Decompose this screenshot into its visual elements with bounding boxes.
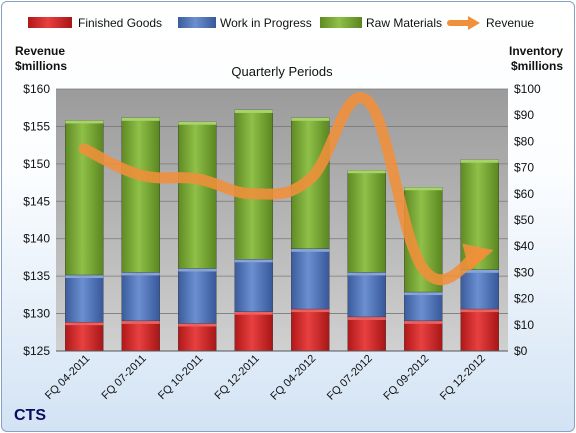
left-tick-label: $155 — [23, 119, 50, 133]
legend-item-revenue: Revenue — [447, 16, 534, 30]
left-tick-label: $150 — [23, 157, 50, 171]
bar-raw-materials — [121, 117, 160, 273]
right-tick-label: $20 — [514, 292, 534, 306]
legend-item-finished-goods: Finished Goods — [28, 16, 162, 30]
left-axis-ticks: $125 $130 $135 $140 $145 $150 $155 $160 — [23, 82, 50, 358]
bar-top-finished-goods — [291, 309, 330, 313]
right-axis-title-line-1: Inventory — [509, 44, 563, 58]
bar-top-finished-goods — [178, 323, 217, 327]
bar-finished-goods — [65, 321, 104, 352]
legend-swatch-work-in-progress — [178, 17, 216, 28]
bar-work-in-progress — [65, 274, 104, 323]
revenue-line-group — [78, 92, 494, 286]
chart-title: Quarterly Periods — [231, 64, 333, 79]
bar-top-work-in-progress — [347, 272, 386, 276]
bar-finished-goods — [460, 308, 499, 352]
company-label: CTS — [14, 407, 46, 424]
revenue-line — [78, 92, 494, 286]
legend-swatch-raw-materials — [320, 17, 362, 28]
bar-top-finished-goods — [404, 320, 443, 324]
bar-work-in-progress — [347, 272, 386, 318]
right-tick-label: $60 — [514, 187, 534, 201]
left-tick-label: $135 — [23, 269, 50, 283]
bar-top-work-in-progress — [65, 275, 104, 279]
bar-top-finished-goods — [460, 309, 499, 313]
left-tick-label: $160 — [23, 82, 50, 96]
bar-raw-materials — [234, 109, 273, 260]
x-tick-label: FQ 04-2012 — [268, 353, 318, 403]
left-tick-label: $140 — [23, 232, 50, 246]
x-tick-label: FQ 10-2011 — [156, 353, 205, 402]
bar-finished-goods — [121, 320, 160, 352]
left-tick-label: $145 — [23, 194, 50, 208]
bar-top-work-in-progress — [291, 248, 330, 252]
bar-finished-goods — [347, 316, 386, 352]
right-axis-ticks: $0 $10 $20 $30 $40 $50 $60 $70 $80 $90 $100 — [514, 82, 541, 358]
bar-top-raw-materials — [460, 159, 499, 163]
left-tick-label: $125 — [23, 344, 50, 358]
legend-item-raw-materials: Raw Materials — [320, 16, 442, 30]
bar-work-in-progress — [404, 291, 443, 322]
legend-swatch-finished-goods — [28, 17, 72, 28]
right-tick-label: $90 — [514, 108, 534, 122]
right-tick-label: $100 — [514, 82, 541, 96]
bar-raw-materials — [178, 121, 217, 269]
x-tick-label: FQ 07-2012 — [325, 353, 375, 403]
bar-top-work-in-progress — [178, 268, 217, 272]
bar-top-raw-materials — [347, 170, 386, 174]
bar-finished-goods — [404, 320, 443, 352]
bar-top-finished-goods — [234, 311, 273, 315]
left-axis-title-line-1: Revenue — [15, 44, 65, 58]
bar-raw-materials — [347, 170, 386, 273]
legend-label-raw-materials: Raw Materials — [366, 16, 442, 30]
bar-top-raw-materials — [65, 120, 104, 124]
bar-work-in-progress — [178, 268, 217, 324]
bar-top-finished-goods — [347, 316, 386, 320]
legend: Finished Goods Work in Progress Raw Mate… — [28, 16, 534, 30]
x-tick-label: FQ 07-2011 — [99, 353, 148, 402]
bar-work-in-progress — [234, 259, 273, 312]
legend-label-revenue: Revenue — [486, 16, 534, 30]
right-tick-label: $40 — [514, 239, 534, 253]
x-tick-label: FQ 04-2011 — [43, 353, 92, 402]
legend-arrow-revenue — [468, 16, 480, 30]
bar-top-finished-goods — [65, 322, 104, 326]
left-tick-label: $130 — [23, 307, 50, 321]
bar-top-work-in-progress — [404, 292, 443, 296]
right-tick-label: $70 — [514, 161, 534, 175]
bar-top-raw-materials — [234, 109, 273, 113]
bar-top-finished-goods — [121, 320, 160, 324]
x-tick-label: FQ 09-2012 — [381, 353, 431, 403]
left-axis-title-line-2: $millions — [15, 59, 67, 73]
bar-top-raw-materials — [291, 117, 330, 121]
right-tick-label: $30 — [514, 265, 534, 279]
bars — [65, 109, 499, 352]
bar-work-in-progress — [121, 272, 160, 322]
x-tick-label: FQ 12-2011 — [212, 353, 261, 402]
right-tick-label: $0 — [514, 344, 528, 358]
bar-top-raw-materials — [121, 117, 160, 121]
right-tick-label: $80 — [514, 134, 534, 148]
bar-finished-goods — [234, 311, 273, 352]
bar-top-work-in-progress — [460, 269, 499, 273]
bar-finished-goods — [291, 308, 330, 352]
bar-top-work-in-progress — [121, 272, 160, 276]
legend-label-finished-goods: Finished Goods — [78, 16, 162, 30]
x-axis-labels: FQ 04-2011 FQ 07-2011 FQ 10-2011 FQ 12-2011… — [43, 353, 488, 403]
right-tick-label: $50 — [514, 213, 534, 227]
legend-label-work-in-progress: Work in Progress — [220, 16, 312, 30]
bar-work-in-progress — [460, 269, 499, 310]
bar-top-raw-materials — [178, 121, 217, 125]
bar-finished-goods — [178, 323, 217, 352]
right-tick-label: $10 — [514, 318, 534, 332]
x-tick-label: FQ 12-2012 — [438, 353, 488, 403]
right-axis-title-line-2: $millions — [511, 59, 563, 73]
bar-top-work-in-progress — [234, 259, 273, 263]
legend-item-work-in-progress: Work in Progress — [178, 16, 312, 30]
bar-work-in-progress — [291, 248, 330, 310]
bar-top-raw-materials — [404, 187, 443, 191]
